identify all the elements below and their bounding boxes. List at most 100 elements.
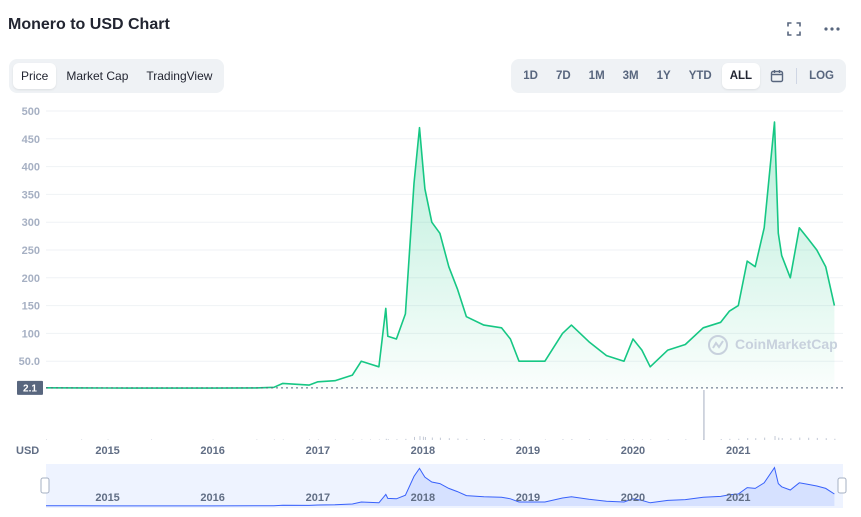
x-tick-label: 2017 <box>306 445 330 457</box>
navigator-left-handle[interactable] <box>40 477 50 494</box>
volume-bar <box>755 438 757 440</box>
x-tick-label: 2015 <box>95 445 119 457</box>
price-area <box>46 122 835 389</box>
volume-bar <box>419 436 421 440</box>
y-axis: 500 450 400 350 300 250 200 150 100 50.0 <box>19 106 40 368</box>
navigator-tick-label: 2019 <box>516 492 540 504</box>
volume-bar <box>414 436 416 440</box>
volume-bar <box>738 438 740 440</box>
top-actions <box>785 20 841 38</box>
volume-bar <box>361 439 363 440</box>
volume-bar <box>747 438 749 440</box>
volume-bar <box>781 438 783 440</box>
volume-bar <box>799 437 801 440</box>
y-tick-label: 300 <box>22 217 40 229</box>
range-1d-button[interactable]: 1D <box>523 70 538 82</box>
navigator-tick-label: 2021 <box>726 492 750 504</box>
volume-bar <box>448 438 450 440</box>
volume-bar <box>151 439 153 440</box>
navigator-line <box>46 466 835 507</box>
navigator[interactable]: 2015 2016 2017 2018 2019 2020 2021 <box>40 464 847 508</box>
volume-bar <box>387 439 389 440</box>
volume-bar <box>519 439 521 440</box>
navigator-right-handle[interactable] <box>837 477 847 494</box>
x-tick-label: 2019 <box>516 445 540 457</box>
volume-bar <box>385 438 387 440</box>
watermark: CoinMarketCap <box>708 335 838 355</box>
price-line <box>45 121 836 389</box>
volume-bar <box>282 439 284 440</box>
volume-bar <box>808 437 810 440</box>
fullscreen-icon[interactable] <box>785 20 803 38</box>
volume-bar <box>212 439 214 440</box>
page-title: Monero to USD Chart <box>8 16 170 33</box>
volume-bar <box>483 439 485 440</box>
volume-bar <box>352 439 354 440</box>
range-1y-button[interactable]: 1Y <box>656 70 671 82</box>
navigator-tick-label: 2015 <box>95 492 119 504</box>
volume-bar <box>396 439 398 440</box>
view-tabs: Price Market Cap TradingView <box>9 59 225 93</box>
y-tick-label: 350 <box>22 189 40 201</box>
volume-bar <box>317 439 319 440</box>
volume-bar <box>457 438 459 440</box>
range-3m-button[interactable]: 3M <box>622 70 639 82</box>
x-tick-label: 2021 <box>726 445 750 457</box>
y-tick-label: 450 <box>22 134 40 146</box>
volume-bar <box>439 437 441 440</box>
volume-bar <box>834 438 836 440</box>
tab-market-cap[interactable]: Market Cap <box>66 69 129 83</box>
volume-bar <box>764 437 766 440</box>
navigator-tick-label: 2018 <box>411 492 435 504</box>
navigator-tick-label: 2016 <box>200 492 224 504</box>
volume-bar <box>501 439 503 440</box>
volume-bar <box>273 439 275 440</box>
navigator-x-axis: 2015 2016 2017 2018 2019 2020 2021 <box>95 492 750 504</box>
range-divider <box>796 68 798 84</box>
volume-bar <box>378 439 380 440</box>
volume-bar <box>466 438 468 440</box>
volume-bar <box>424 437 426 440</box>
volume-bar <box>81 439 83 440</box>
y-tick-label: 150 <box>22 301 40 313</box>
volume-bar <box>632 439 634 440</box>
volume-bar <box>825 438 827 440</box>
range-ytd-button[interactable]: YTD <box>688 70 712 82</box>
y-tick-label: 50.0 <box>19 356 40 368</box>
x-tick-label: 2020 <box>621 445 645 457</box>
more-icon[interactable] <box>823 20 841 38</box>
volume-bar <box>562 439 564 440</box>
volume-bar <box>422 436 424 440</box>
range-7d-button[interactable]: 7D <box>555 70 571 82</box>
volume-bar <box>729 438 731 440</box>
tab-price[interactable]: Price <box>13 63 57 89</box>
volume-bar <box>720 439 722 440</box>
current-price-marker: 2.1 <box>17 380 43 395</box>
navigator-tick-label: 2020 <box>621 492 645 504</box>
volume-bar <box>308 439 310 440</box>
volume-bar <box>816 437 818 440</box>
y-tick-label: 200 <box>22 273 40 285</box>
volume-bar <box>510 439 512 440</box>
log-scale-button[interactable]: LOG <box>809 70 834 82</box>
range-all-button[interactable]: ALL <box>721 63 761 89</box>
volume-bar <box>667 439 669 440</box>
volume-bar <box>774 436 776 440</box>
range-1m-button[interactable]: 1M <box>588 70 605 82</box>
volume-bar <box>588 439 590 440</box>
y-tick-label: 500 <box>22 106 40 118</box>
volume-bar <box>703 390 705 440</box>
volume-bar <box>571 439 573 440</box>
volume-bar <box>107 439 109 440</box>
y-tick-label: 250 <box>22 245 40 257</box>
volume-bar <box>405 438 407 440</box>
x-axis: 2015 2016 2017 2018 2019 2020 2021 <box>95 445 750 457</box>
volume-bar <box>685 439 687 440</box>
volume-bar <box>790 438 792 440</box>
price-chart[interactable]: 500 450 400 350 300 250 200 150 100 50.0 2.1 Coin… <box>0 100 861 517</box>
y-tick-label: 100 <box>22 328 40 340</box>
navigator-area <box>46 467 835 506</box>
volume-bar <box>46 439 47 440</box>
tab-tradingview[interactable]: TradingView <box>146 69 213 83</box>
calendar-icon[interactable] <box>762 63 792 89</box>
